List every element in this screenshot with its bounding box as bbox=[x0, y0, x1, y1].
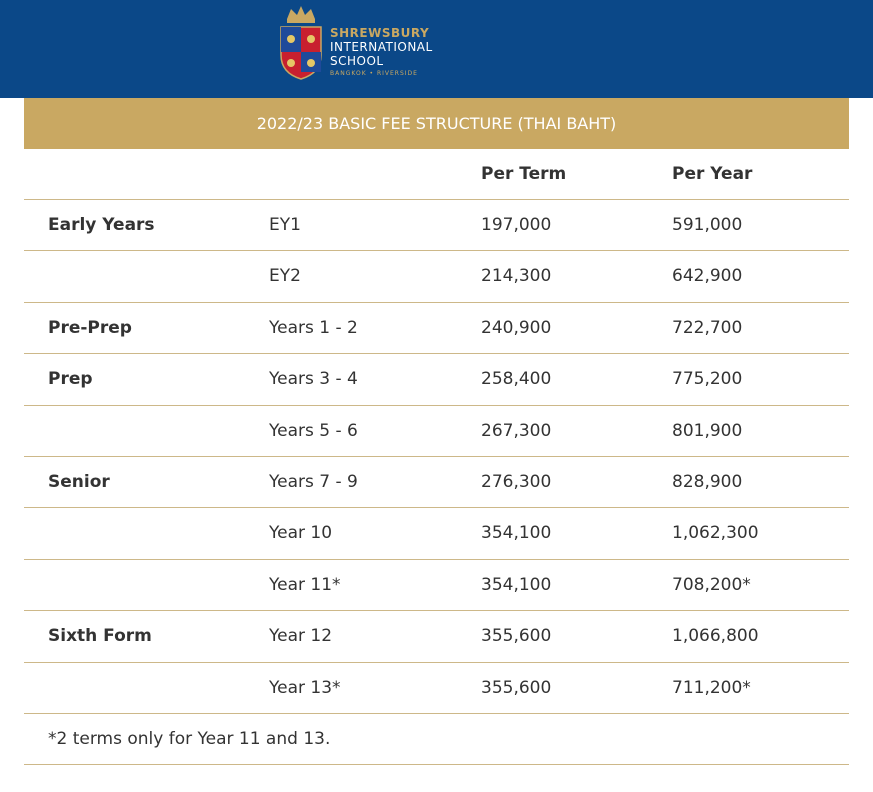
column-header: Per Term bbox=[481, 164, 567, 184]
logo-name: SHREWSBURY bbox=[330, 26, 430, 40]
level: Prep bbox=[48, 369, 93, 390]
footnote-row: *2 terms only for Year 11 and 13. bbox=[24, 714, 849, 765]
per-year: 711,200* bbox=[672, 677, 751, 698]
logo-location: BANGKOK • RIVERSIDE bbox=[330, 70, 418, 77]
fee-row: Early Years EY1 197,000 591,000 bbox=[24, 200, 849, 252]
level: Early Years bbox=[48, 215, 155, 235]
year-group: EY2 bbox=[269, 266, 301, 287]
year-group: Year 11* bbox=[269, 574, 341, 595]
fee-row: Senior Years 7 - 9 276,300 828,900 bbox=[24, 457, 849, 509]
year-group: Years 3 - 4 bbox=[269, 369, 358, 390]
per-year: 1,062,300 bbox=[672, 523, 759, 544]
per-year: 1,066,800 bbox=[672, 626, 759, 647]
year-group: EY1 bbox=[269, 215, 301, 235]
per-term: 214,300 bbox=[481, 266, 552, 287]
fee-row: Years 5 - 6 267,300 801,900 bbox=[24, 406, 849, 457]
per-term: 197,000 bbox=[481, 215, 552, 235]
per-term: 258,400 bbox=[481, 369, 552, 390]
level: Pre-Prep bbox=[48, 317, 132, 338]
level: Sixth Form bbox=[48, 626, 152, 647]
fee-row: EY2 214,300 642,900 bbox=[24, 251, 849, 303]
year-group: Year 13* bbox=[269, 677, 341, 698]
fee-row: Pre-Prep Years 1 - 2 240,900 722,700 bbox=[24, 303, 849, 355]
logo-line: INTERNATIONAL bbox=[330, 40, 433, 54]
fee-row: Sixth Form Year 12 355,600 1,066,800 bbox=[24, 611, 849, 663]
year-group: Years 5 - 6 bbox=[269, 420, 358, 441]
per-term: 240,900 bbox=[481, 317, 552, 338]
column-header: Per Year bbox=[672, 164, 753, 184]
per-term: 354,100 bbox=[481, 523, 552, 544]
site-header: SHREWSBURY INTERNATIONAL SCHOOL BANGKOK … bbox=[0, 0, 873, 98]
logo-line: SCHOOL bbox=[330, 54, 384, 68]
fee-row: Year 13* 355,600 711,200* bbox=[24, 663, 849, 714]
year-group: Years 7 - 9 bbox=[269, 472, 358, 492]
per-term: 354,100 bbox=[481, 574, 552, 595]
per-term: 276,300 bbox=[481, 472, 552, 492]
per-year: 591,000 bbox=[672, 215, 743, 235]
per-year: 708,200* bbox=[672, 574, 751, 595]
per-year: 722,700 bbox=[672, 317, 743, 338]
footnote: *2 terms only for Year 11 and 13. bbox=[48, 729, 331, 749]
year-group: Year 10 bbox=[269, 523, 333, 544]
per-year: 642,900 bbox=[672, 266, 743, 287]
fee-row: Year 11* 354,100 708,200* bbox=[24, 560, 849, 612]
per-term: 355,600 bbox=[481, 626, 552, 647]
header-row: Per Term Per Year bbox=[24, 149, 849, 200]
table-title: 2022/23 BASIC FEE STRUCTURE (THAI BAHT) bbox=[24, 98, 849, 149]
fee-row: Prep Years 3 - 4 258,400 775,200 bbox=[24, 354, 849, 406]
year-group: Years 1 - 2 bbox=[269, 317, 358, 338]
per-year: 775,200 bbox=[672, 369, 743, 390]
per-year: 828,900 bbox=[672, 472, 743, 492]
per-term: 355,600 bbox=[481, 677, 552, 698]
fee-row: Year 10 354,100 1,062,300 bbox=[24, 508, 849, 560]
year-group: Year 12 bbox=[269, 626, 333, 647]
level: Senior bbox=[48, 472, 110, 492]
per-year: 801,900 bbox=[672, 420, 743, 441]
per-term: 267,300 bbox=[481, 420, 552, 441]
crest bbox=[280, 6, 322, 80]
